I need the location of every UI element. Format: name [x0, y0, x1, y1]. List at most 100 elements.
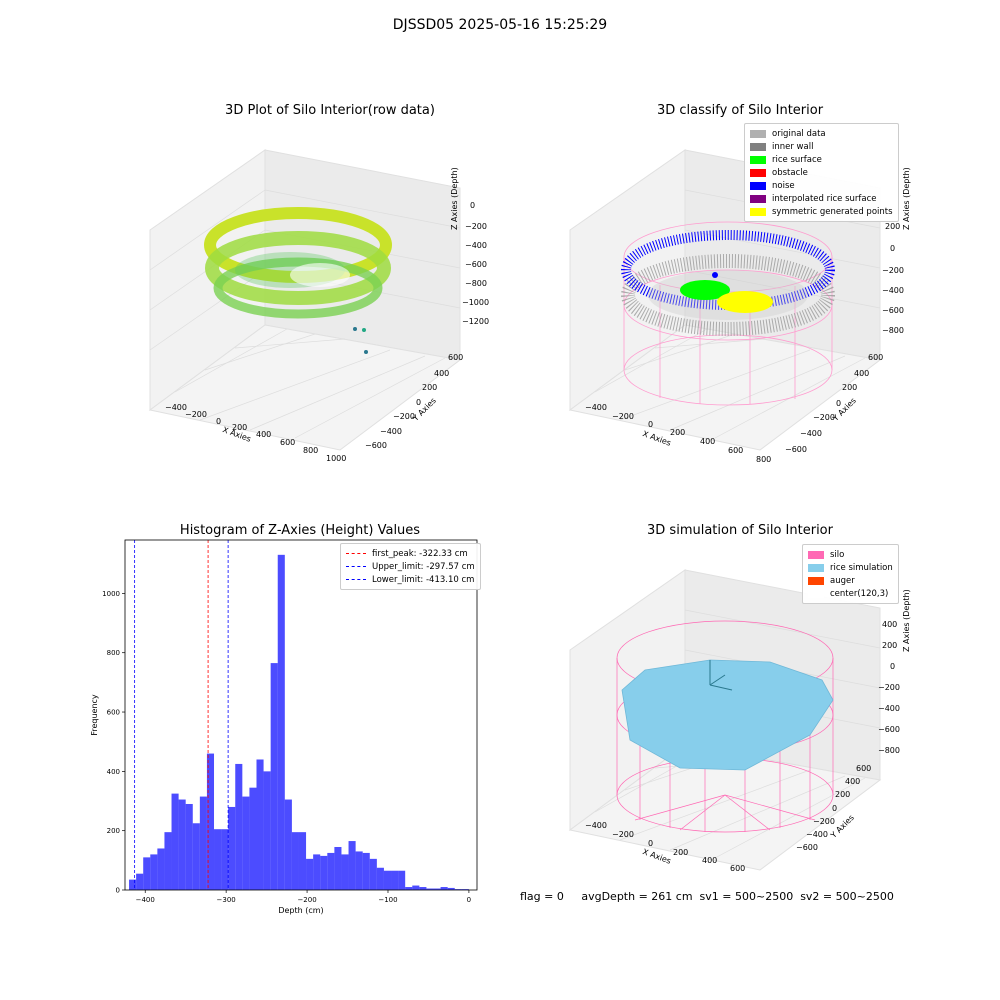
legend-label: auger: [830, 575, 855, 586]
legend-swatch: [808, 563, 824, 572]
histogram-bar: [228, 806, 236, 890]
legend-label: silo: [830, 549, 845, 560]
legend-label: inner wall: [772, 141, 814, 152]
legend-item: inner wall: [750, 140, 893, 153]
classify-ztick: −200: [882, 266, 904, 275]
simulation-ytick: 200: [835, 790, 851, 799]
legend-line: [346, 566, 366, 567]
histogram-bar: [306, 858, 314, 890]
histogram-bar: [376, 867, 384, 890]
raw-ztick: −800: [465, 279, 487, 288]
simulation-3d-axes: [568, 569, 882, 871]
histogram-bar: [171, 793, 179, 890]
legend-item: noise: [750, 179, 893, 192]
classify-ytick: −200: [813, 413, 835, 422]
raw-xtick: 800: [303, 446, 319, 455]
histogram-bar: [369, 858, 377, 890]
histogram-bar: [383, 870, 392, 890]
classify-ytick: 0: [836, 399, 842, 408]
simulation-xtick: 200: [673, 848, 689, 857]
legend-swatch: [750, 194, 766, 203]
histogram-bar: [412, 885, 420, 890]
histogram-bar: [348, 841, 356, 890]
classify-ytick: −400: [800, 429, 822, 438]
histogram-bar: [313, 854, 321, 890]
simulation-ztick: 400: [882, 620, 898, 629]
legend-swatch: [750, 181, 766, 190]
legend-swatch: [750, 207, 766, 216]
classify-ytick: 600: [868, 353, 884, 362]
raw-3d-axes: [148, 149, 462, 451]
classify-xtick: −200: [612, 412, 634, 421]
simulation-ztick: −800: [878, 746, 900, 755]
histogram-bar: [157, 848, 165, 890]
legend-item: interpolated rice surface: [750, 192, 893, 205]
legend-swatch: [750, 129, 766, 138]
histogram-bar: [426, 888, 434, 890]
simulation-xtick: −200: [612, 830, 634, 839]
y-tick-label: 800: [107, 649, 120, 657]
histogram-bar: [221, 829, 229, 890]
histogram-bar: [242, 796, 250, 890]
legend-swatch: [808, 550, 824, 559]
histogram-bar: [143, 857, 151, 890]
legend-item: obstacle: [750, 166, 893, 179]
y-tick-label: 200: [107, 827, 120, 835]
classify-ztick: −800: [882, 326, 904, 335]
raw-ztick: 0: [470, 201, 476, 210]
plot-frame: [124, 539, 478, 891]
histogram-bar: [341, 854, 349, 890]
raw-ytick: −400: [380, 427, 402, 436]
raw-ytick: 600: [448, 353, 464, 362]
simulation-ytick: 400: [845, 777, 861, 786]
histogram-bar: [461, 889, 469, 890]
raw-ztick: −1000: [462, 298, 490, 307]
histogram-bar: [433, 888, 441, 890]
x-axis-label: Depth (cm): [278, 906, 323, 915]
classify-xtick: 400: [700, 437, 716, 446]
raw-ytick: 200: [422, 383, 438, 392]
raw-ztick: −200: [465, 222, 487, 231]
histogram-bar: [440, 887, 448, 890]
legend-label: rice simulation: [830, 562, 893, 573]
simulation-ztick: 200: [882, 641, 898, 650]
histogram-bar: [398, 870, 406, 890]
legend-label: interpolated rice surface: [772, 193, 877, 204]
legend-swatch: [750, 155, 766, 164]
simulation-ytick: 600: [856, 764, 872, 773]
legend-item: symmetric generated points: [750, 205, 893, 218]
histogram-bar: [129, 879, 137, 890]
histogram-bar: [192, 823, 200, 890]
legend-item: rice simulation: [808, 561, 893, 574]
raw-ytick: −200: [393, 412, 415, 421]
histogram-bar: [284, 799, 292, 890]
histogram-bar: [405, 887, 413, 890]
raw-zlabel: Z Axies (Depth): [450, 167, 459, 230]
legend-item: Lower_limit: -413.10 cm: [346, 573, 475, 586]
histogram-bar: [136, 873, 144, 890]
raw-xtick: 600: [280, 438, 296, 447]
raw-ytick: 400: [434, 369, 450, 378]
histogram-bar: [235, 763, 243, 890]
histogram-bar: [256, 759, 264, 890]
legend-swatch: [750, 168, 766, 177]
legend-item: Upper_limit: -297.57 cm: [346, 560, 475, 573]
raw-ytick: 0: [416, 398, 422, 407]
histogram-panel: −400 −300 −200 −100 0 0 200 400 600 800 1000 Depth …: [80, 535, 500, 920]
x-tick-label: −400: [136, 896, 155, 904]
legend-item: silo: [808, 548, 893, 561]
histogram-bar: [298, 832, 307, 890]
raw-ztick: −600: [465, 260, 487, 269]
raw-ytick: −600: [365, 441, 387, 450]
histogram-bar: [150, 854, 158, 890]
y-tick-label: 400: [107, 768, 120, 776]
histogram-bar: [178, 799, 186, 890]
histogram-bar: [270, 663, 278, 890]
histogram-bar: [185, 803, 193, 890]
raw-3d-panel[interactable]: Z Axies (Depth) X Axies Y Axies −400 −20…: [140, 120, 520, 480]
simulation-3d-panel[interactable]: Z Axies (Depth) X Axies Y Axies −400 −20…: [560, 540, 940, 880]
histogram-bar: [263, 771, 271, 890]
simulation-xtick: 400: [702, 856, 718, 865]
classify-ytick: 200: [842, 383, 858, 392]
histogram-bar: [327, 852, 335, 890]
